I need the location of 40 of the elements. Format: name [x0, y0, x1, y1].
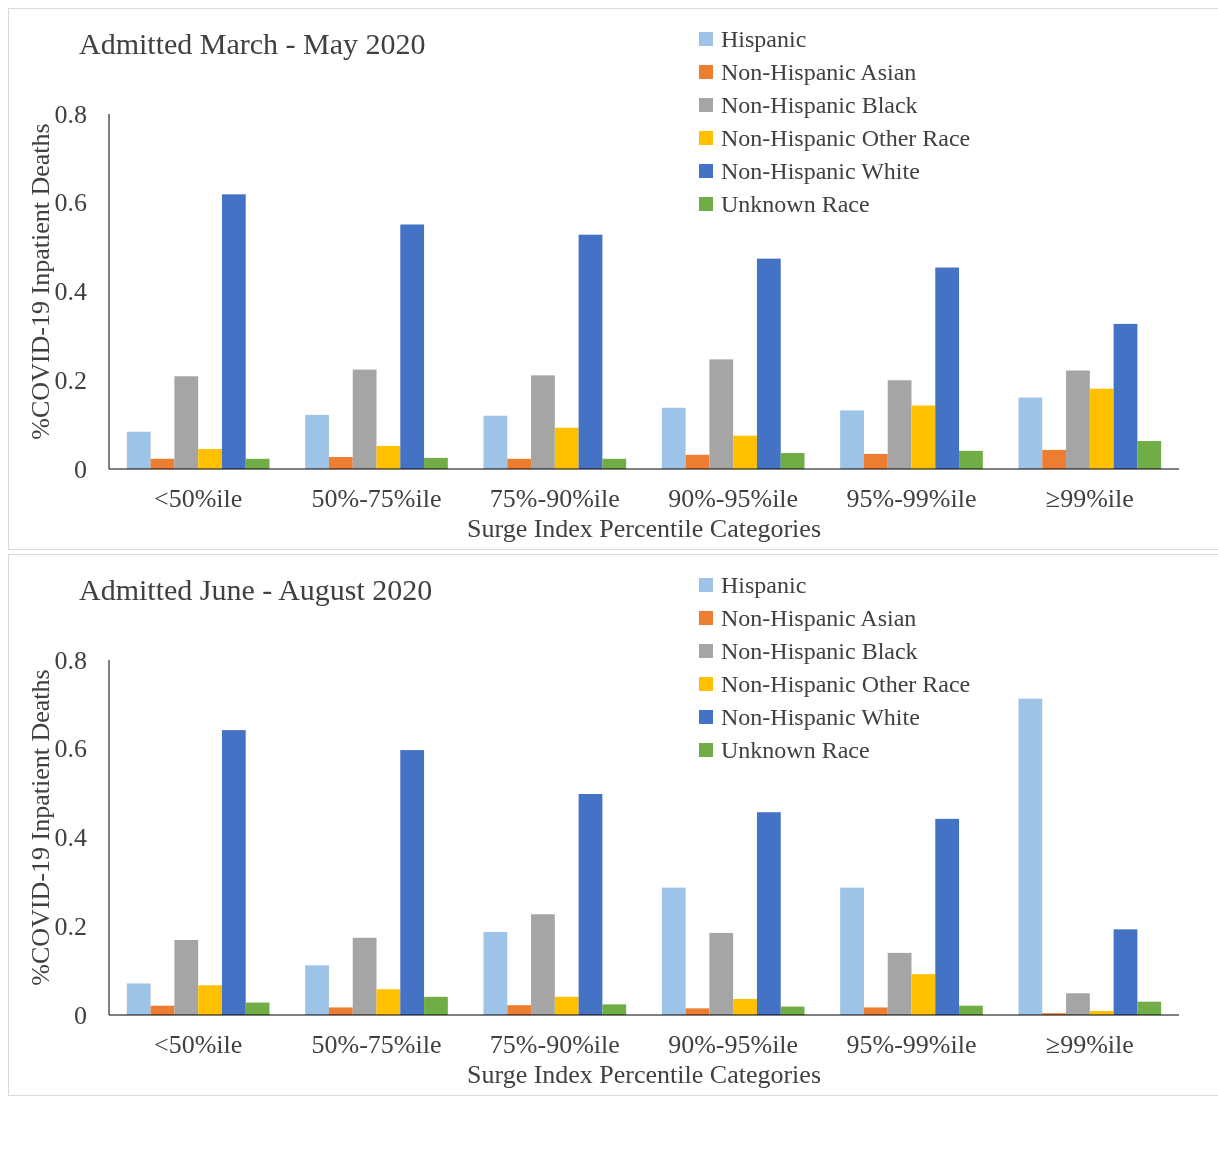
legend-label: Unknown Race [721, 737, 870, 763]
x-tick-label: ≥99%ile [1045, 1030, 1134, 1059]
y-tick-label: 0.8 [54, 99, 87, 129]
x-tick-label: 90%-95%ile [668, 1030, 799, 1059]
x-tick-label: 90%-95%ile [668, 484, 799, 513]
x-tick-label: <50%ile [154, 1030, 243, 1059]
legend-label: Non-Hispanic White [721, 158, 920, 184]
y-tick-label: 0.2 [54, 365, 87, 395]
x-tick-label: 50%-75%ile [311, 484, 442, 513]
y-tick-label: 0.6 [54, 188, 87, 218]
x-tick-label: <50%ile [154, 484, 243, 513]
x-tick-label: ≥99%ile [1045, 484, 1134, 513]
legend-label: Hispanic [721, 26, 807, 52]
x-tick-label: 95%-99%ile [846, 484, 977, 513]
chart-title: Admitted June - August 2020 [79, 573, 433, 606]
legend-label: Unknown Race [721, 191, 870, 217]
y-tick-label: 0.8 [54, 645, 87, 675]
legend-label: Non-Hispanic Other Race [721, 125, 971, 151]
y-tick-label: 0 [74, 454, 87, 484]
legend-label: Hispanic [721, 572, 807, 598]
y-axis-title: %COVID-19 Inpatient Deaths [26, 123, 55, 440]
y-tick-label: 0.4 [54, 277, 87, 306]
legend-label: Non-Hispanic White [721, 704, 920, 730]
x-tick-label: 75%-90%ile [489, 1030, 620, 1059]
y-tick-label: 0 [74, 1000, 87, 1030]
legend-label: Non-Hispanic Black [721, 92, 918, 118]
y-tick-label: 0.2 [54, 911, 87, 941]
x-axis-title: Surge Index Percentile Categories [466, 514, 822, 543]
x-tick-label: 50%-75%ile [311, 1030, 442, 1059]
y-tick-label: 0.4 [54, 823, 87, 852]
y-tick-label: 0.6 [54, 734, 87, 764]
chart-title: Admitted March - May 2020 [79, 27, 426, 60]
legend-label: Non-Hispanic Asian [721, 605, 917, 631]
x-axis-title: Surge Index Percentile Categories [466, 1060, 822, 1089]
legend-label: Non-Hispanic Other Race [721, 671, 971, 697]
x-tick-label: 95%-99%ile [846, 1030, 977, 1059]
x-tick-label: 75%-90%ile [489, 484, 620, 513]
legend-label: Non-Hispanic Asian [721, 59, 917, 85]
y-axis-title: %COVID-19 Inpatient Deaths [26, 669, 55, 986]
legend-label: Non-Hispanic Black [721, 638, 918, 664]
